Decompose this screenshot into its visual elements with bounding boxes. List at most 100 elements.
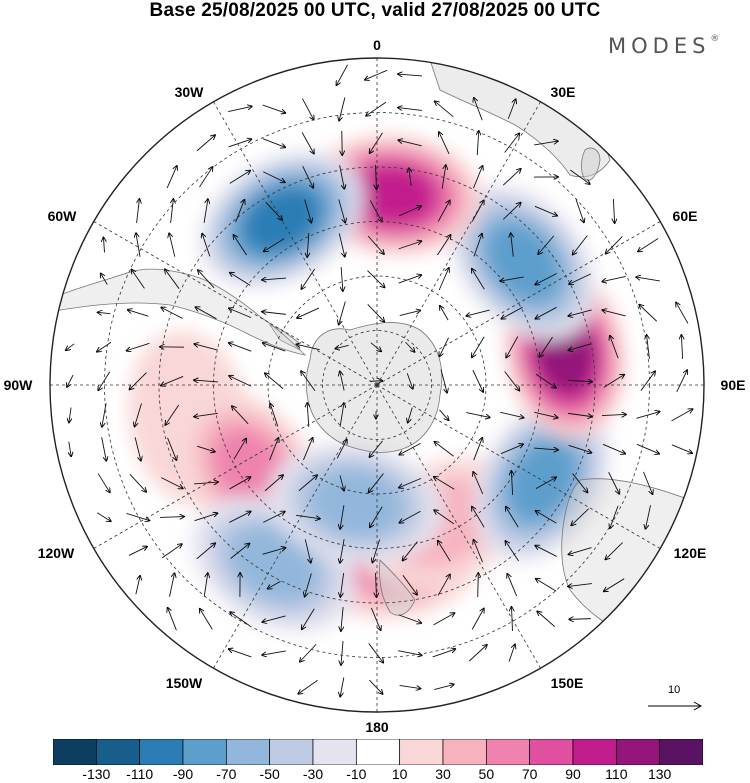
wind-vector bbox=[568, 583, 592, 587]
wind-vector bbox=[369, 679, 382, 694]
wind-vector bbox=[575, 199, 584, 223]
wind-vector bbox=[536, 511, 557, 524]
wind-vector bbox=[194, 380, 218, 382]
wind-vector bbox=[478, 573, 479, 598]
wind-vector bbox=[471, 609, 484, 630]
wind-vector bbox=[98, 371, 111, 390]
wind-vector bbox=[304, 199, 312, 222]
wind-vector bbox=[194, 482, 218, 484]
wind-vector bbox=[572, 473, 588, 493]
wind-vector bbox=[196, 135, 215, 152]
wind-vector bbox=[229, 376, 252, 387]
wind-vector bbox=[534, 448, 558, 450]
wind-vector bbox=[398, 74, 422, 76]
wind-vector bbox=[370, 132, 383, 153]
wind-vector bbox=[468, 645, 487, 662]
colorbar-tick-label: -130 bbox=[82, 766, 111, 782]
wind-vector bbox=[638, 238, 659, 251]
wind-vector bbox=[569, 273, 592, 284]
wind-vector bbox=[369, 381, 382, 382]
wind-vector bbox=[167, 437, 177, 460]
wind-vector bbox=[229, 343, 252, 352]
wind-vector bbox=[128, 310, 149, 317]
wind-vector bbox=[474, 98, 483, 121]
wind-vector bbox=[500, 276, 524, 281]
wind-vector bbox=[136, 233, 141, 257]
wind-vector bbox=[96, 512, 111, 522]
wind-vector bbox=[610, 336, 619, 359]
wind-vector bbox=[439, 132, 450, 155]
wind-vector bbox=[98, 312, 111, 313]
wind-vector bbox=[302, 608, 315, 629]
meridian-line bbox=[93, 221, 378, 386]
wind-vector bbox=[202, 234, 211, 257]
wind-vector bbox=[341, 607, 343, 631]
wind-vector bbox=[262, 548, 285, 555]
wind-vector bbox=[369, 473, 384, 493]
wind-vector bbox=[264, 475, 283, 492]
wind-vector bbox=[127, 342, 150, 350]
wind-vector bbox=[369, 440, 383, 457]
wind-vector bbox=[340, 539, 345, 563]
colorbar-segment-4 bbox=[225, 739, 271, 765]
wind-vector bbox=[647, 335, 650, 359]
wind-vector bbox=[161, 308, 183, 319]
wind-vector bbox=[340, 505, 345, 529]
wind-vector bbox=[340, 573, 345, 597]
wind-vector bbox=[101, 274, 108, 285]
wind-vector bbox=[194, 344, 218, 351]
wind-vector bbox=[296, 514, 320, 518]
wind-vector bbox=[301, 371, 316, 392]
wind-vector bbox=[270, 404, 279, 427]
wind-vector bbox=[440, 306, 449, 321]
wind-vector bbox=[69, 407, 71, 423]
wind-vector bbox=[161, 477, 182, 489]
wind-vector bbox=[398, 140, 422, 147]
wind-vector bbox=[339, 403, 344, 427]
wind-vector bbox=[194, 513, 218, 522]
graticule bbox=[50, 58, 704, 712]
map-boundary bbox=[49, 57, 705, 713]
wind-vector bbox=[300, 643, 317, 661]
wind-vector bbox=[233, 235, 247, 256]
wind-vector bbox=[639, 305, 658, 322]
colorbar-segment-14 bbox=[659, 739, 703, 765]
wind-vector bbox=[399, 310, 421, 317]
meridian-line bbox=[213, 384, 378, 669]
colorbar-segment-11 bbox=[529, 739, 574, 765]
wind-vector bbox=[301, 268, 316, 289]
wind-vector bbox=[97, 473, 110, 493]
lon-label-120e: 120E bbox=[674, 545, 707, 561]
wind-vector bbox=[228, 106, 251, 112]
wind-vector bbox=[471, 200, 484, 222]
wind-vector bbox=[434, 442, 454, 457]
colorbar-tick-label: -10 bbox=[346, 766, 367, 782]
map-title: Base 25/08/2025 00 UTC, valid 27/08/2025… bbox=[149, 0, 601, 21]
wind-vector bbox=[296, 344, 320, 351]
wind-vector bbox=[376, 164, 377, 189]
madagascar-outline bbox=[581, 147, 601, 181]
wind-vector bbox=[536, 579, 557, 592]
wind-vector bbox=[166, 166, 177, 189]
wind-vector bbox=[534, 411, 557, 417]
colorbar-segment-12 bbox=[572, 739, 617, 765]
wind-vectors bbox=[66, 64, 693, 697]
brand-registered-mark: ® bbox=[710, 34, 720, 44]
colorbar-tick-label: 50 bbox=[478, 766, 495, 782]
wind-vector bbox=[171, 199, 174, 223]
reference-vector-arrow-icon bbox=[648, 701, 703, 711]
lon-label-150e: 150E bbox=[551, 675, 584, 691]
wind-vector bbox=[438, 541, 451, 562]
wind-vector bbox=[132, 270, 145, 289]
wind-vector bbox=[340, 677, 345, 696]
wind-vector bbox=[341, 641, 343, 665]
wind-vector bbox=[264, 238, 285, 252]
wind-vector bbox=[681, 335, 682, 360]
wind-vector bbox=[376, 572, 377, 597]
wind-vector bbox=[472, 269, 485, 290]
wind-vector bbox=[169, 573, 174, 597]
lon-label-90w: 90W bbox=[4, 377, 34, 393]
wind-vector bbox=[197, 445, 215, 452]
wind-vector bbox=[126, 513, 150, 520]
wind-vector bbox=[102, 403, 107, 427]
